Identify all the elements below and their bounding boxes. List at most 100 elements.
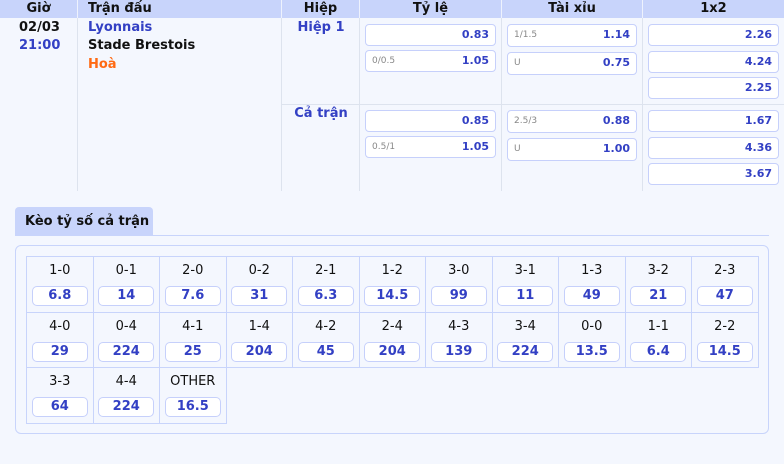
score-label: 0-4 bbox=[115, 318, 137, 334]
handicap-line: 0/0.5 bbox=[372, 56, 396, 66]
1x2-odds-button[interactable]: 4.36 bbox=[648, 136, 779, 159]
1x2-odds: 4.24 bbox=[744, 54, 772, 68]
home-team[interactable]: Lyonnais bbox=[88, 20, 153, 35]
score-odds-button[interactable]: 99 bbox=[430, 286, 487, 306]
match-time: 21:00 bbox=[19, 38, 61, 53]
away-team[interactable]: Stade Brestois bbox=[88, 38, 196, 53]
score-odds-button[interactable]: 21 bbox=[630, 286, 687, 306]
score-label: 0-2 bbox=[248, 263, 270, 278]
score-cell: 1-4 204 bbox=[226, 312, 293, 368]
score-odds-button[interactable]: 204 bbox=[364, 341, 421, 362]
1x2-odds: 2.26 bbox=[744, 28, 772, 41]
score-odds-button[interactable]: 6.3 bbox=[297, 286, 354, 306]
table-header: Giờ Trận đấu Hiệp Tỷ lệ Tài xỉu 1x2 bbox=[0, 0, 784, 18]
score-label: 2-2 bbox=[714, 318, 736, 334]
score-label: 0-0 bbox=[581, 318, 603, 334]
period-label: Cả trận bbox=[294, 106, 348, 121]
score-odds-button[interactable]: 31 bbox=[231, 286, 288, 306]
score-label: 1-1 bbox=[647, 318, 669, 334]
score-label: 2-4 bbox=[381, 318, 403, 334]
score-odds-button[interactable]: 204 bbox=[231, 341, 288, 362]
handicap-odds: 0.83 bbox=[461, 28, 489, 41]
1x2-odds-button[interactable]: 3.67 bbox=[648, 163, 779, 185]
score-odds-button[interactable]: 29 bbox=[31, 341, 88, 362]
overunder-line: U bbox=[514, 144, 521, 154]
overunder-line: 1/1.5 bbox=[514, 30, 538, 40]
header-handicap: Tỷ lệ bbox=[360, 0, 502, 18]
score-odds-button[interactable]: 64 bbox=[31, 397, 88, 417]
score-cell: 1-0 6.8 bbox=[27, 257, 94, 313]
score-cell: 4-0 29 bbox=[27, 312, 94, 368]
score-cell: 3-2 21 bbox=[625, 257, 692, 313]
1x2-odds-button[interactable]: 2.25 bbox=[648, 77, 779, 99]
score-odds-button[interactable]: 224 bbox=[98, 397, 155, 417]
score-odds-button[interactable]: 11 bbox=[497, 286, 554, 306]
score-label: 1-4 bbox=[248, 318, 270, 334]
score-label: 3-3 bbox=[49, 374, 71, 389]
score-cell: 2-1 6.3 bbox=[293, 257, 360, 313]
score-label: 3-0 bbox=[448, 263, 470, 278]
overunder-odds-button[interactable]: U 1.00 bbox=[507, 138, 637, 161]
score-odds-button[interactable]: 47 bbox=[696, 286, 753, 306]
score-odds-button[interactable]: 25 bbox=[164, 341, 221, 362]
1x2-odds: 4.36 bbox=[744, 140, 772, 154]
score-odds-button[interactable]: 7.6 bbox=[164, 286, 221, 306]
score-label: 2-1 bbox=[315, 263, 337, 278]
tab-correct-score[interactable]: Kèo tỷ số cả trận bbox=[15, 207, 153, 236]
handicap-odds-button[interactable]: 0/0.5 1.05 bbox=[365, 50, 496, 72]
score-odds-button[interactable]: 14 bbox=[98, 286, 155, 306]
score-odds-button[interactable]: 224 bbox=[98, 341, 155, 362]
score-cell: 0-0 13.5 bbox=[559, 312, 626, 368]
1x2-odds-button[interactable]: 4.24 bbox=[648, 50, 779, 73]
overunder-odds: 0.75 bbox=[602, 56, 630, 69]
score-label: OTHER bbox=[170, 374, 216, 389]
1x2-odds-button[interactable]: 1.67 bbox=[648, 110, 779, 132]
score-cell: 0-4 224 bbox=[93, 312, 160, 368]
handicap-line: 0.5/1 bbox=[372, 142, 396, 152]
handicap-odds-button[interactable]: 0.85 bbox=[365, 110, 496, 132]
score-cell: 1-2 14.5 bbox=[359, 257, 426, 313]
score-label: 4-4 bbox=[115, 374, 137, 389]
header-1x2: 1x2 bbox=[700, 1, 727, 16]
score-cell: 0-1 14 bbox=[93, 257, 160, 313]
score-odds-button[interactable]: 6.4 bbox=[630, 341, 687, 362]
score-label: 1-0 bbox=[49, 263, 71, 278]
overunder-line: U bbox=[514, 58, 521, 68]
score-odds-button[interactable]: 139 bbox=[430, 341, 487, 362]
score-label: 4-0 bbox=[49, 318, 71, 334]
score-odds-button[interactable]: 14.5 bbox=[364, 286, 421, 306]
overunder-odds: 0.88 bbox=[602, 114, 630, 127]
score-cell: 2-0 7.6 bbox=[160, 257, 227, 313]
score-cell: 3-0 99 bbox=[426, 257, 493, 313]
score-label: 3-1 bbox=[514, 263, 536, 278]
handicap-odds-button[interactable]: 0.5/1 1.05 bbox=[365, 136, 496, 158]
handicap-odds: 1.05 bbox=[461, 140, 489, 153]
score-odds-button[interactable]: 13.5 bbox=[563, 341, 620, 362]
score-cell: 4-4 224 bbox=[93, 368, 160, 424]
period-label: Hiệp 1 bbox=[297, 20, 345, 35]
overunder-odds-button[interactable]: U 0.75 bbox=[507, 52, 637, 75]
score-odds-button[interactable]: 224 bbox=[497, 341, 554, 362]
header-overunder: Tài xỉu bbox=[502, 0, 643, 18]
score-label: 2-3 bbox=[714, 263, 736, 278]
overunder-odds: 1.00 bbox=[602, 142, 630, 155]
handicap-odds: 1.05 bbox=[461, 54, 489, 67]
overunder-odds-button[interactable]: 2.5/3 0.88 bbox=[507, 110, 637, 133]
1x2-odds: 3.67 bbox=[744, 167, 772, 180]
1x2-odds-button[interactable]: 2.26 bbox=[648, 24, 779, 46]
score-cell: 4-2 45 bbox=[293, 312, 360, 368]
score-label: 4-1 bbox=[182, 318, 204, 334]
handicap-odds-button[interactable]: 0.83 bbox=[365, 24, 496, 46]
1x2-odds: 1.67 bbox=[744, 114, 772, 127]
score-odds-button[interactable]: 16.5 bbox=[164, 397, 221, 417]
score-odds-button[interactable]: 6.8 bbox=[31, 286, 88, 306]
score-odds-button[interactable]: 45 bbox=[297, 341, 354, 362]
score-cell: 2-2 14.5 bbox=[692, 312, 759, 368]
score-cell: 0-2 31 bbox=[226, 257, 293, 313]
correct-score-panel bbox=[15, 245, 769, 434]
score-label: 0-1 bbox=[115, 263, 137, 278]
score-odds-button[interactable]: 49 bbox=[563, 286, 620, 306]
overunder-odds-button[interactable]: 1/1.5 1.14 bbox=[507, 24, 637, 47]
score-odds-button[interactable]: 14.5 bbox=[696, 341, 753, 362]
score-label: 4-3 bbox=[448, 318, 470, 334]
